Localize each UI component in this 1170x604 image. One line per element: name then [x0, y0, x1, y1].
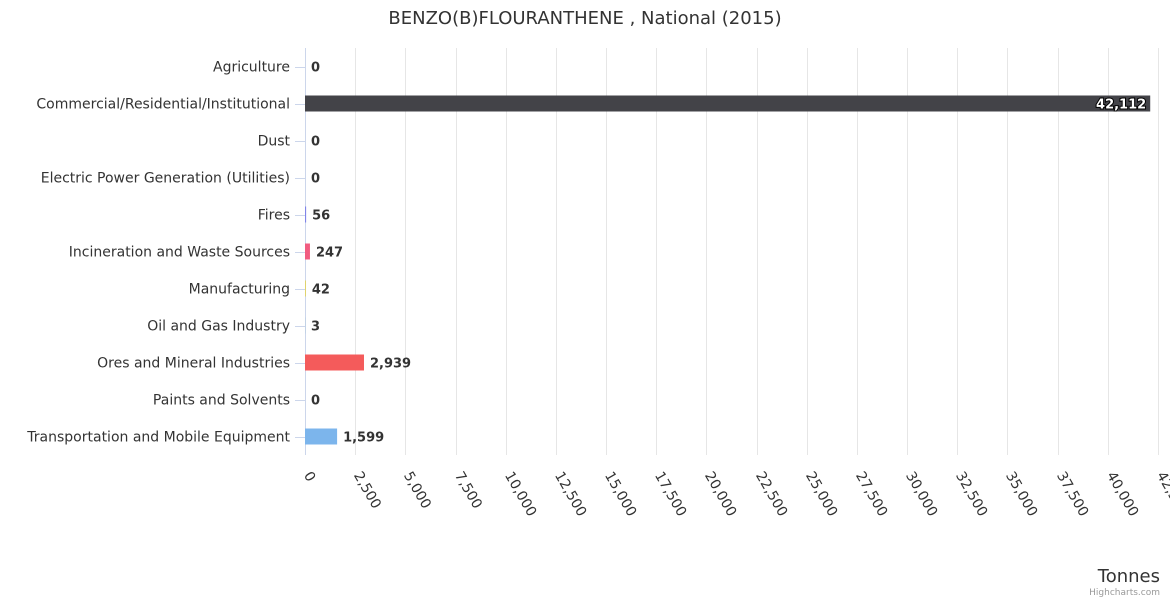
data-label: 1,599 — [343, 431, 384, 446]
data-label: 56 — [312, 209, 330, 224]
bar — [305, 96, 1150, 112]
bar — [305, 207, 306, 223]
category-label: Manufacturing — [189, 282, 290, 298]
category-label: Fires — [258, 208, 290, 224]
credits-link[interactable]: Highcharts.com — [1089, 588, 1160, 598]
category-label: Transportation and Mobile Equipment — [26, 430, 290, 446]
data-label: 2,939 — [370, 357, 411, 372]
category-label: Electric Power Generation (Utilities) — [41, 171, 290, 187]
category-label: Paints and Solvents — [153, 393, 290, 409]
chart-title: BENZO(B)FLOURANTHENE , National (2015) — [388, 8, 781, 29]
category-label: Agriculture — [213, 60, 290, 76]
data-label: 3 — [311, 320, 320, 335]
category-label: Incineration and Waste Sources — [69, 245, 290, 261]
bar — [305, 355, 364, 371]
data-label: 42 — [312, 283, 330, 298]
data-label: 0 — [311, 61, 320, 76]
category-label: Dust — [258, 134, 291, 150]
data-label: 0 — [311, 394, 320, 409]
bar — [305, 244, 310, 260]
category-label: Commercial/Residential/Institutional — [36, 97, 290, 113]
category-label: Oil and Gas Industry — [147, 319, 290, 335]
data-label: 42,112 — [1096, 98, 1146, 113]
bar — [305, 281, 306, 297]
data-label: 247 — [316, 246, 343, 261]
bar — [305, 429, 337, 445]
category-label: Ores and Mineral Industries — [97, 356, 290, 372]
data-label: 0 — [311, 172, 320, 187]
data-label: 0 — [311, 135, 320, 150]
x-axis-title: Tonnes — [1097, 566, 1160, 587]
